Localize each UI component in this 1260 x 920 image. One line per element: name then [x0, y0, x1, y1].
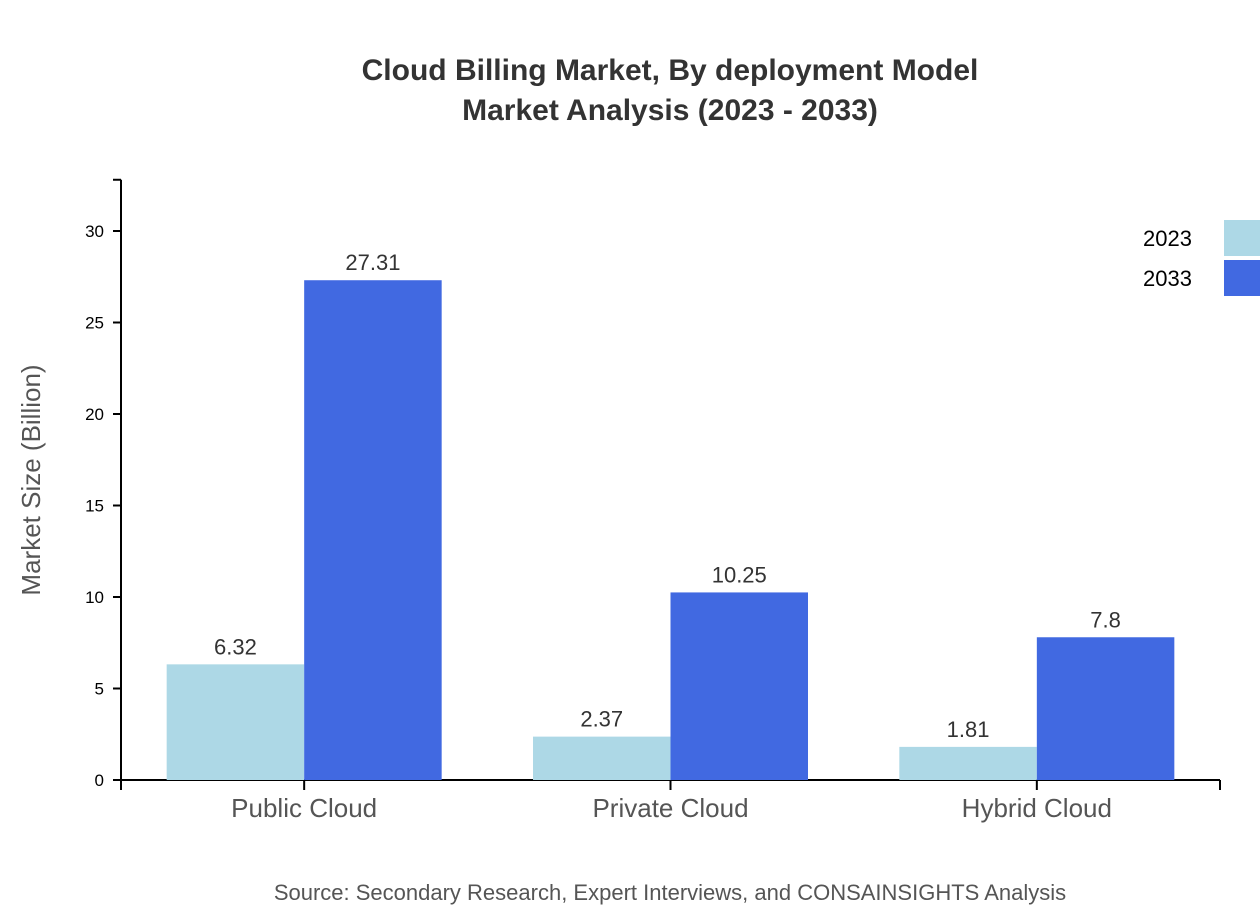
y-tick-label: 20 [85, 405, 104, 424]
chart-subtitle: Market Analysis (2023 - 2033) [462, 94, 878, 127]
bar-2033-private-cloud [670, 592, 808, 780]
y-tick-label: 5 [95, 680, 104, 699]
y-tick-label: 25 [85, 314, 104, 333]
y-tick-label: 0 [95, 771, 104, 790]
legend-label: 2033 [1143, 266, 1192, 291]
legend-swatch [1224, 220, 1260, 256]
chart-title: Cloud Billing Market, By deployment Mode… [362, 54, 979, 87]
bar-2033-public-cloud [304, 280, 442, 780]
bar-2023-private-cloud [533, 736, 671, 780]
x-tick-label: Public Cloud [231, 793, 377, 823]
bar-2033-hybrid-cloud [1036, 637, 1175, 780]
data-label: 1.81 [947, 717, 990, 742]
data-label: 7.8 [1090, 607, 1121, 632]
y-tick-label: 10 [85, 588, 104, 607]
data-label: 27.31 [345, 250, 400, 275]
legend-label: 2023 [1143, 226, 1192, 251]
bar-2023-hybrid-cloud [899, 746, 1037, 780]
data-label: 2.37 [580, 707, 623, 732]
y-tick-label: 30 [85, 222, 104, 241]
bar-2023-public-cloud [166, 664, 305, 780]
y-axis-label: Market Size (Billion) [16, 364, 46, 595]
x-tick-label: Private Cloud [592, 793, 748, 823]
data-label: 6.32 [214, 634, 257, 659]
data-label: 10.25 [712, 562, 767, 587]
x-tick-label: Hybrid Cloud [962, 793, 1112, 823]
source-note: Source: Secondary Research, Expert Inter… [274, 880, 1066, 905]
legend-swatch [1224, 260, 1260, 296]
y-tick-label: 15 [85, 497, 104, 516]
